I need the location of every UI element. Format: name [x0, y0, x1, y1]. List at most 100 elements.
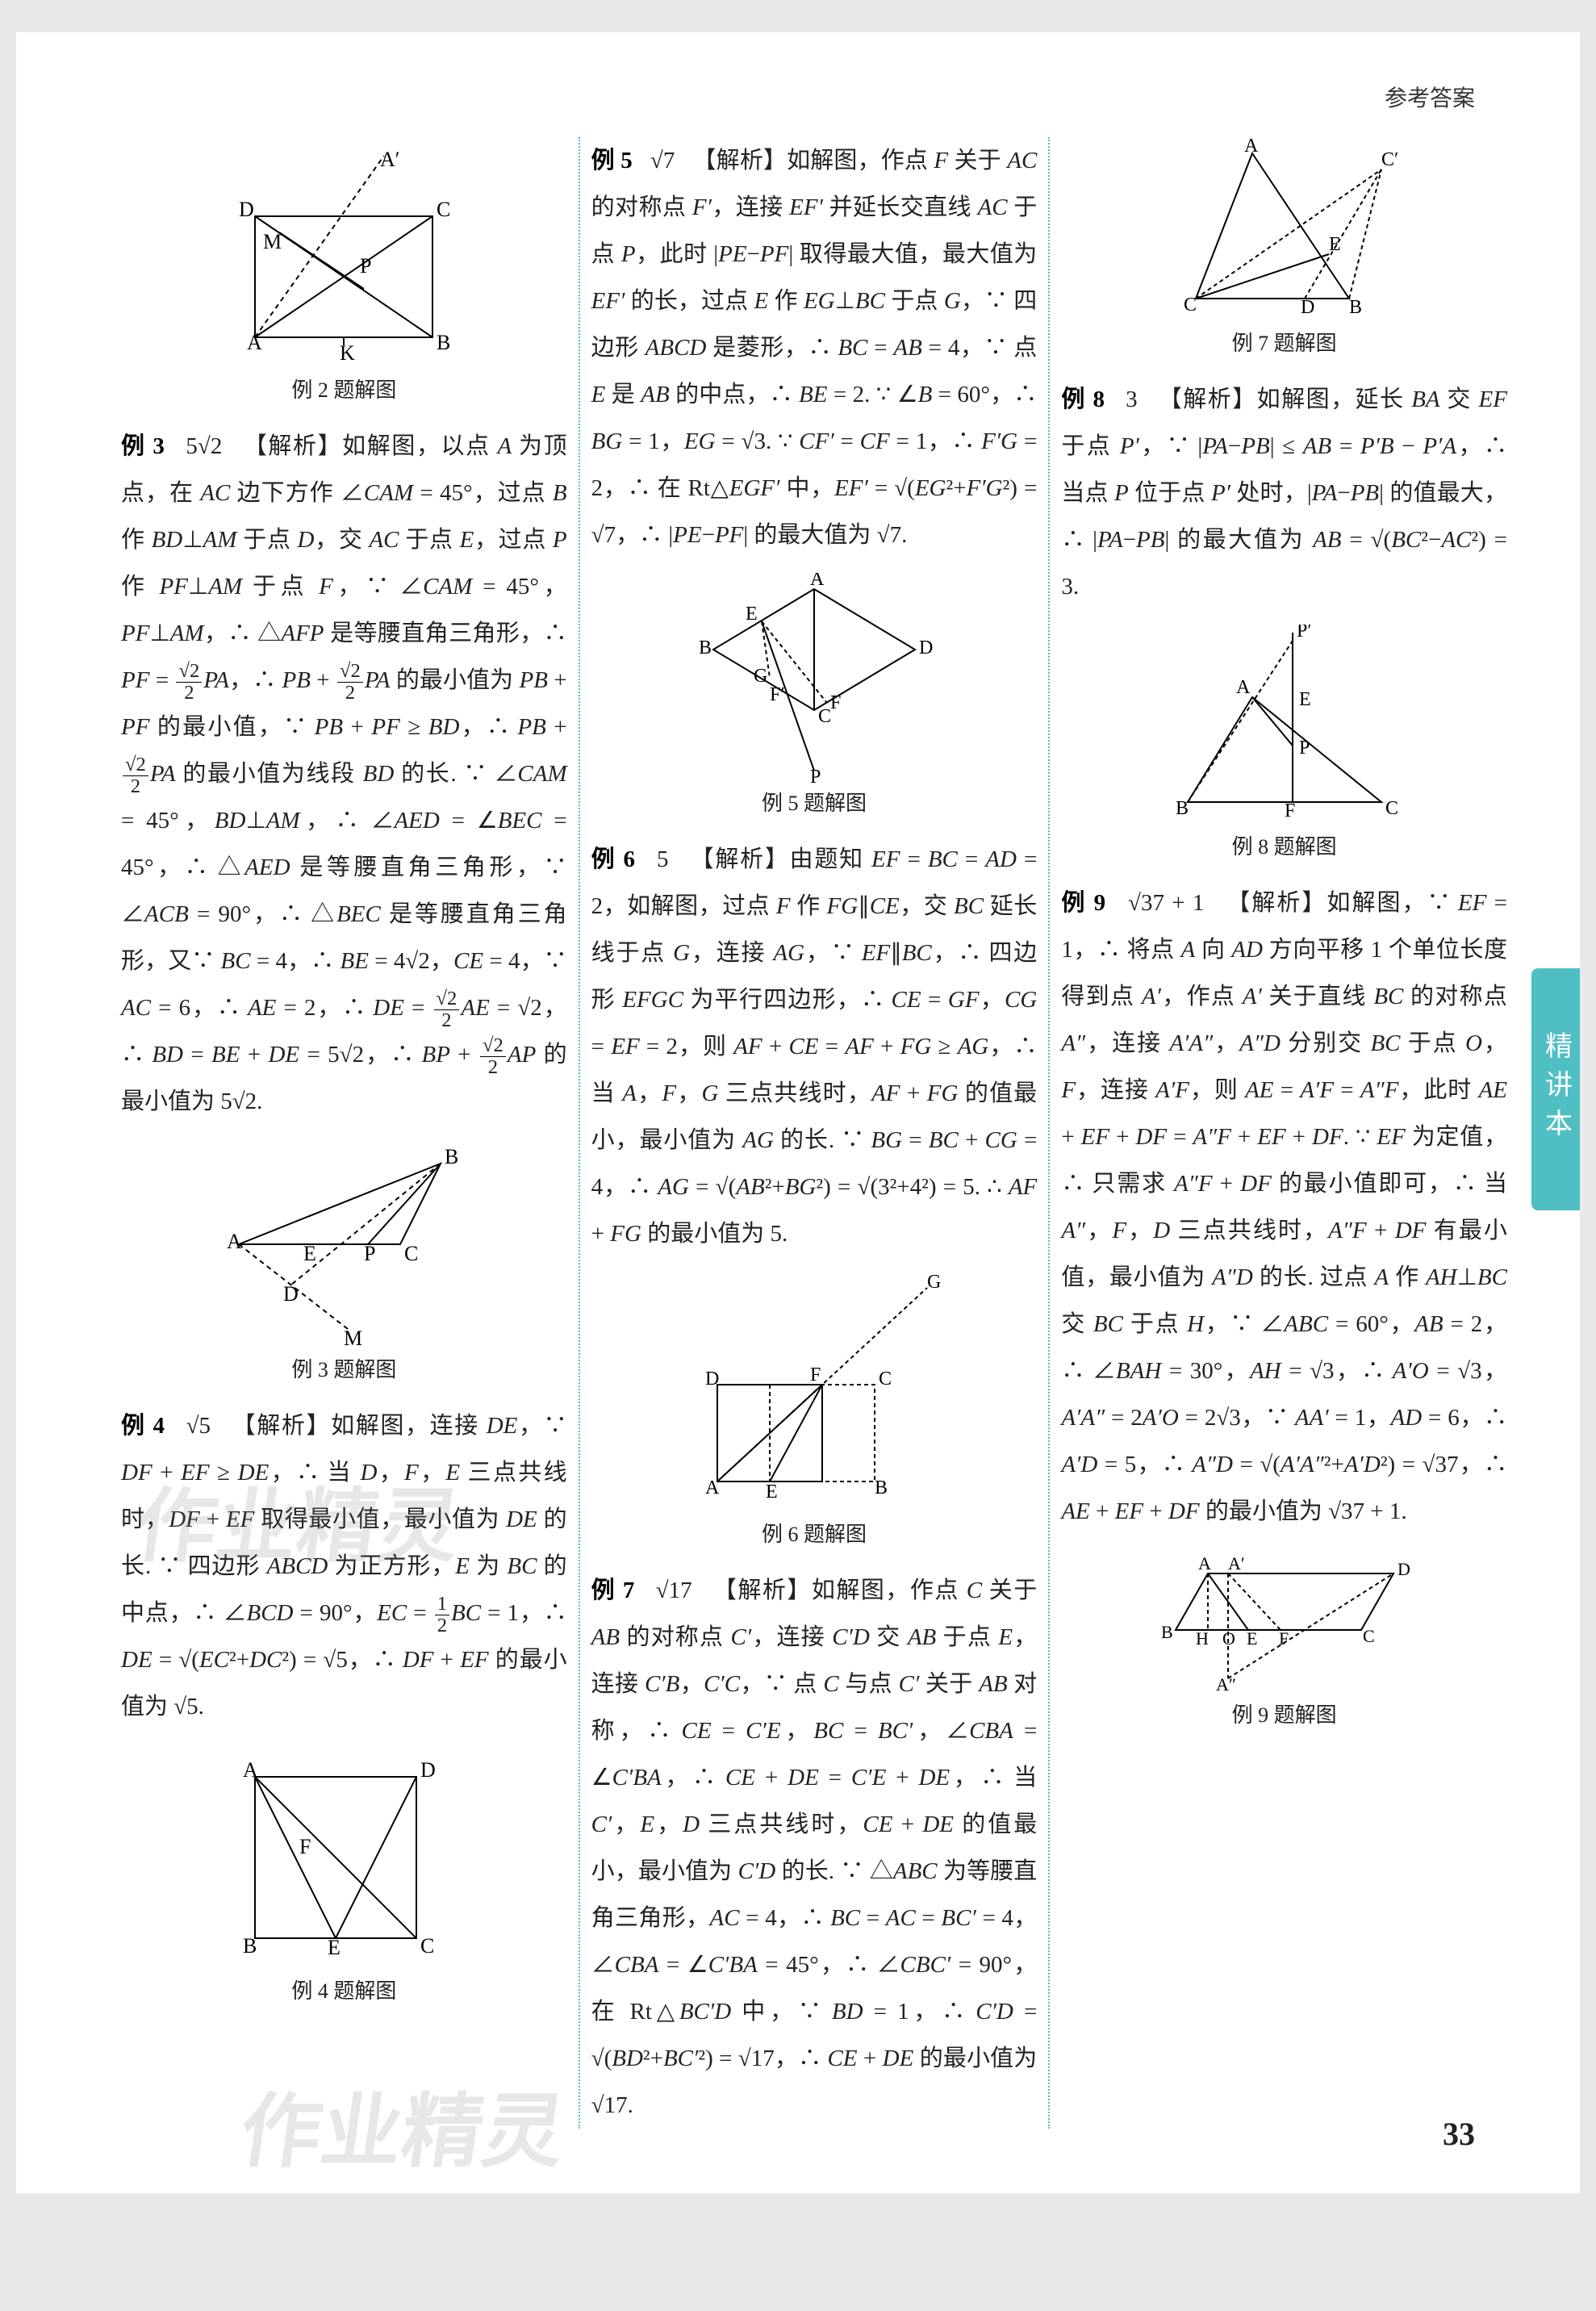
svg-text:E: E — [328, 1936, 341, 1959]
svg-text:B: B — [699, 637, 712, 658]
svg-text:C: C — [1385, 798, 1398, 819]
svg-text:D: D — [420, 1758, 436, 1782]
svg-text:D: D — [705, 1369, 719, 1390]
header-right: 参考答案 — [1385, 81, 1475, 113]
example-9-answer: √37 + 1 — [1128, 890, 1204, 916]
svg-text:D: D — [239, 198, 254, 221]
example-9-label: 例 9 — [1061, 890, 1105, 916]
figure-7: A B C C′ D E 例 7 题解图 — [1061, 137, 1507, 365]
example-9-body: 【解析】如解图，∵ EF = 1，∴ 将点 A 向 AD 方向平移 1 个单位长… — [1061, 890, 1507, 1524]
example-3-text: 例 3 5√2 【解析】如解图，以点 A 为顶点，在 AC 边下方作 ∠CAM … — [121, 423, 567, 1125]
svg-text:E: E — [303, 1242, 316, 1265]
figure-9-caption: 例 9 题解图 — [1061, 1695, 1507, 1736]
page-root: 参考答案 精讲本 作业精灵 作业精灵 A B C D A′ M P K 例 2 — [16, 32, 1580, 2193]
svg-text:A: A — [705, 1477, 720, 1498]
svg-text:G: G — [927, 1272, 941, 1293]
example-7-text: 例 7 √17 【解析】如解图，作点 C 关于 AB 的对称点 C′，连接 C′… — [591, 1567, 1038, 2129]
figure-4-caption: 例 4 题解图 — [121, 1970, 567, 2012]
example-7-answer: √17 — [656, 1578, 692, 1603]
example-8-body: 【解析】如解图，延长 BA 交 EF 于点 P′，∵ |PA−PB| ≤ AB … — [1061, 387, 1507, 600]
svg-text:M: M — [263, 230, 282, 253]
svg-text:E: E — [1329, 234, 1341, 255]
example-4-label: 例 4 — [121, 1413, 165, 1439]
example-5-text: 例 5 √7 【解析】如解图，作点 F 关于 AC 的对称点 F′，连接 EF′… — [591, 137, 1038, 558]
svg-text:F: F — [1285, 800, 1295, 821]
example-3-body: 【解析】如解图，以点 A 为顶点，在 AC 边下方作 ∠CAM = 45°，过点… — [121, 433, 567, 1114]
figure-3: A B C D E P M 例 3 题解图 — [121, 1139, 567, 1391]
svg-text:E: E — [1247, 1628, 1257, 1649]
svg-text:A: A — [1236, 677, 1251, 698]
svg-text:D: D — [1301, 297, 1314, 318]
figure-6: A B C D E F G 例 6 题解图 — [591, 1272, 1038, 1556]
svg-text:A: A — [247, 331, 262, 354]
svg-text:A′: A′ — [1228, 1553, 1245, 1573]
example-8-answer: 3 — [1126, 387, 1138, 412]
page-number: 33 — [1443, 2115, 1475, 2153]
svg-text:B: B — [1176, 798, 1189, 819]
svg-text:B: B — [445, 1145, 458, 1168]
side-tab: 精讲本 — [1531, 968, 1580, 1210]
svg-text:F′: F′ — [770, 684, 785, 705]
svg-text:A: A — [1198, 1553, 1211, 1573]
svg-text:F: F — [830, 692, 841, 713]
svg-text:E: E — [766, 1481, 778, 1502]
example-4-text: 例 4 √5 【解析】如解图，连接 DE，∵ DF + EF ≥ DE，∴ 当 … — [121, 1402, 567, 1730]
svg-text:F: F — [810, 1364, 821, 1385]
svg-text:B: B — [1161, 1622, 1173, 1642]
example-4-body: 【解析】如解图，连接 DE，∵ DF + EF ≥ DE，∴ 当 D，F，E 三… — [121, 1413, 567, 1720]
example-6-body: 【解析】由题知 EF = BC = AD = 2，如解图，过点 F 作 FG∥C… — [591, 846, 1038, 1247]
svg-text:C: C — [1363, 1626, 1375, 1646]
example-6-text: 例 6 5 【解析】由题知 EF = BC = AD = 2，如解图，过点 F … — [591, 836, 1038, 1257]
svg-text:K: K — [340, 341, 355, 365]
example-5-body: 【解析】如解图，作点 F 关于 AC 的对称点 F′，连接 EF′ 并延长交直线… — [591, 148, 1038, 548]
svg-text:E: E — [746, 604, 758, 625]
svg-text:C: C — [879, 1369, 892, 1390]
figure-5-caption: 例 5 题解图 — [591, 783, 1038, 825]
content-columns: A B C D A′ M P K 例 2 题解图 例 3 5√2 【解析】如解图… — [121, 137, 1507, 2129]
svg-text:F: F — [299, 1835, 311, 1858]
svg-text:C: C — [420, 1934, 434, 1958]
svg-text:A: A — [243, 1758, 258, 1782]
figure-3-caption: 例 3 题解图 — [121, 1349, 567, 1391]
example-9-text: 例 9 √37 + 1 【解析】如解图，∵ EF = 1，∴ 将点 A 向 AD… — [1061, 880, 1507, 1535]
svg-text:B: B — [875, 1477, 888, 1498]
svg-text:D: D — [283, 1282, 299, 1306]
svg-text:A: A — [810, 573, 825, 590]
figure-5: A B C D E F F′ G P 例 5 题解图 — [591, 573, 1038, 825]
svg-text:C: C — [404, 1242, 418, 1265]
svg-text:H: H — [1196, 1628, 1209, 1649]
svg-text:C′: C′ — [1381, 149, 1398, 170]
svg-text:P: P — [1299, 738, 1310, 758]
example-3-answer: 5√2 — [186, 433, 222, 459]
svg-text:B: B — [437, 331, 450, 354]
example-7-label: 例 7 — [591, 1578, 635, 1603]
svg-text:A′: A′ — [380, 152, 399, 171]
svg-text:C: C — [437, 198, 450, 221]
figure-8-caption: 例 8 题解图 — [1061, 826, 1507, 868]
svg-text:A″: A″ — [1216, 1674, 1236, 1695]
svg-text:M: M — [344, 1327, 362, 1349]
svg-text:F: F — [1279, 1628, 1289, 1649]
svg-text:C: C — [818, 706, 831, 727]
svg-text:A: A — [227, 1230, 242, 1253]
example-6-answer: 5 — [657, 846, 669, 872]
figure-8: B C A P′ E P F 例 8 题解图 — [1061, 625, 1507, 868]
svg-text:D: D — [1398, 1559, 1410, 1579]
svg-text:E: E — [1299, 689, 1311, 710]
example-4-answer: √5 — [186, 1413, 211, 1439]
figure-9: A A′ D B C H O E F A″ 例 9 题解图 — [1061, 1549, 1507, 1736]
svg-text:O: O — [1222, 1628, 1235, 1649]
example-5-label: 例 5 — [591, 148, 633, 173]
svg-text:A: A — [1244, 137, 1259, 157]
svg-text:B: B — [243, 1934, 257, 1958]
example-7-body: 【解析】如解图，作点 C 关于 AB 的对称点 C′，连接 C′D 交 AB 于… — [591, 1578, 1038, 2118]
svg-text:P: P — [364, 1242, 375, 1265]
example-8-text: 例 8 3 【解析】如解图，延长 BA 交 EF 于点 P′，∵ |PA−PB|… — [1061, 376, 1507, 610]
svg-text:P′: P′ — [1297, 625, 1312, 641]
example-8-label: 例 8 — [1061, 387, 1105, 412]
figure-6-caption: 例 6 题解图 — [591, 1514, 1038, 1556]
figure-2: A B C D A′ M P K 例 2 题解图 — [121, 152, 567, 412]
example-5-answer: √7 — [650, 148, 675, 173]
figure-2-caption: 例 2 题解图 — [121, 370, 567, 412]
svg-text:G: G — [754, 666, 767, 687]
